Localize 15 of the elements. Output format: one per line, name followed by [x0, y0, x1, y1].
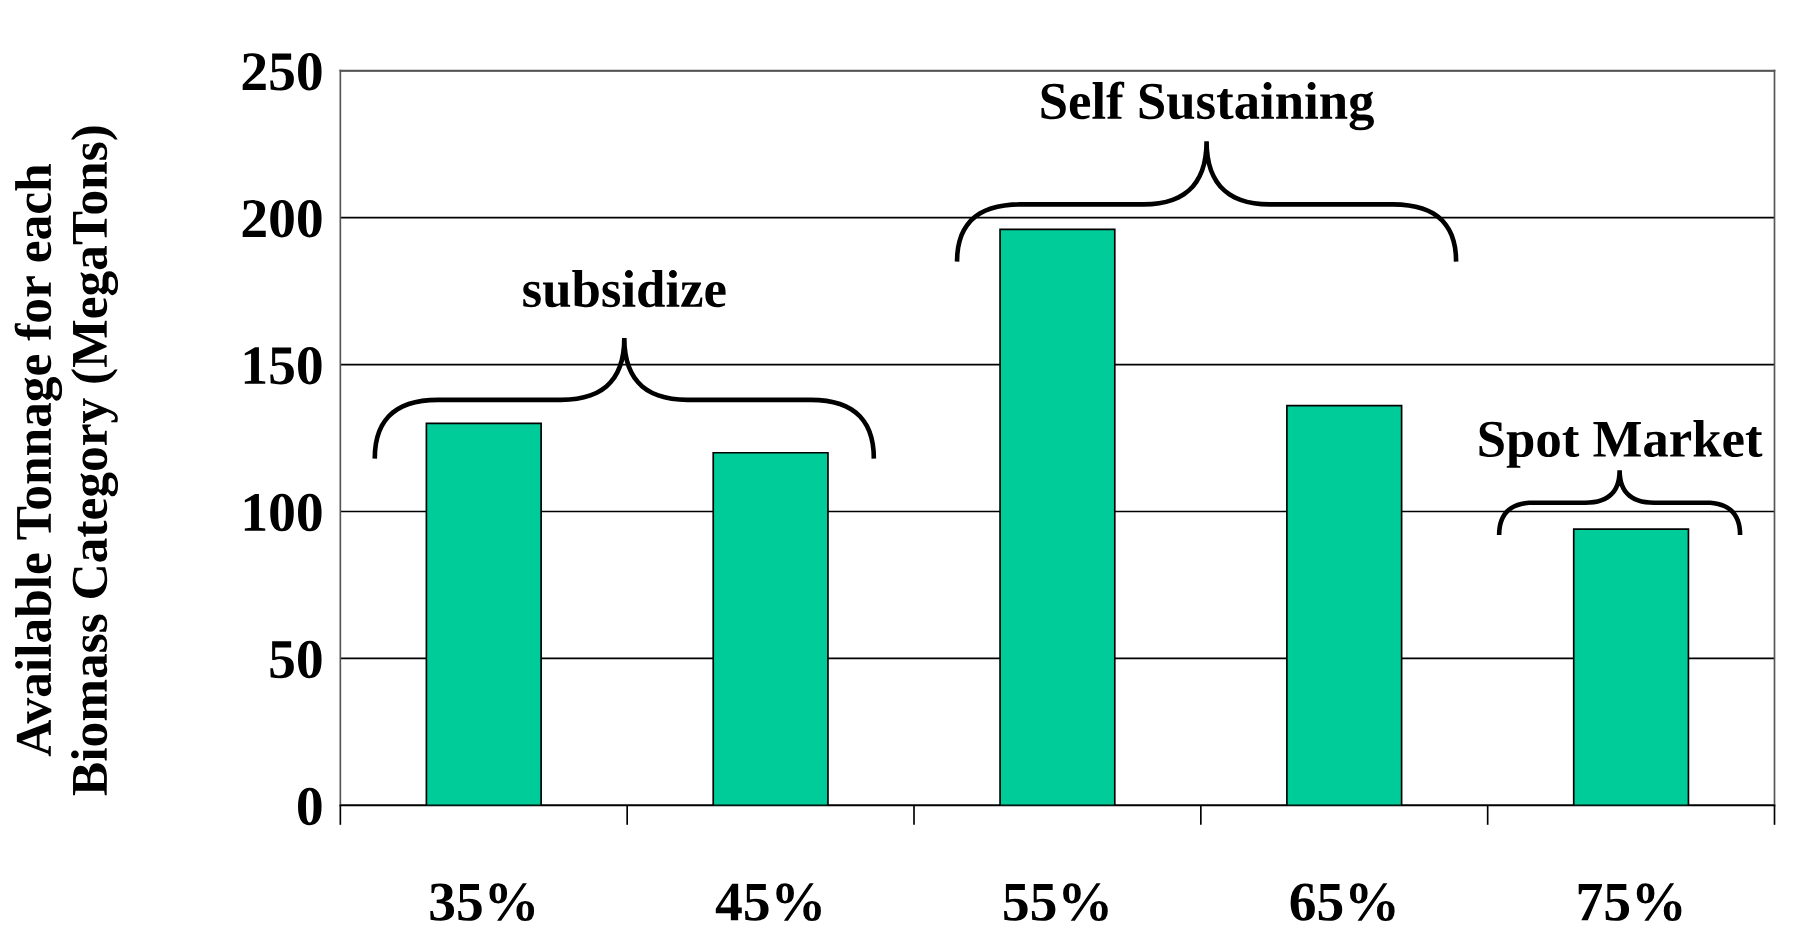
y-tick-label: 150	[244, 346, 322, 385]
x-tick-label: 45%	[715, 883, 821, 922]
y-axis-title: Available Tonnage for each Biomass Category (MegaTons)	[14, 126, 119, 796]
x-tick-label: 55%	[1004, 883, 1108, 922]
x-tick-label: 65%	[1290, 883, 1395, 922]
x-tick-label: 75%	[1578, 883, 1682, 922]
y-tick-label: 100	[244, 493, 322, 532]
annotation: Spot Market	[1479, 419, 1763, 468]
x-tick-label: 35%	[430, 883, 535, 922]
y-tick-label: 200	[242, 199, 322, 238]
annotation: Self Sustaining	[1041, 81, 1374, 131]
y-tick-label: 0	[298, 787, 322, 826]
y-tick-label: 250	[242, 53, 322, 91]
annotation: subsidize	[523, 270, 726, 308]
y-tick-label: 50	[270, 640, 322, 679]
